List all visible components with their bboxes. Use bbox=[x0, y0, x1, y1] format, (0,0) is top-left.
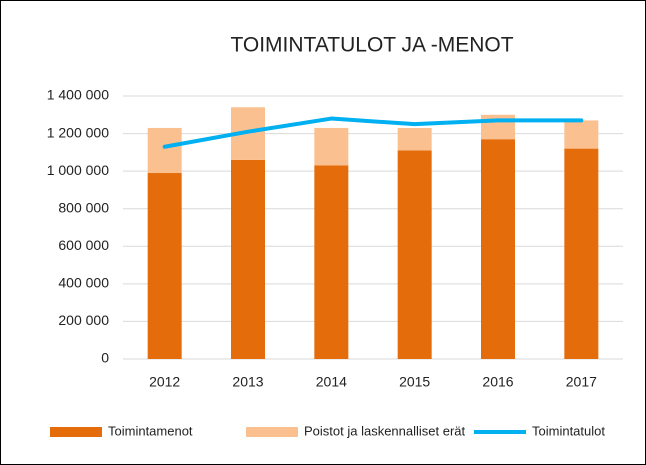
y-tick-label: 1 200 000 bbox=[47, 124, 109, 140]
line bbox=[162, 116, 584, 149]
x-tick-label: 2014 bbox=[316, 374, 347, 390]
bar bbox=[314, 127, 349, 166]
chart-title: TOIMINTATULOT JA -MENOT bbox=[230, 34, 513, 57]
y-tick-label: 1 000 000 bbox=[47, 162, 109, 178]
bar bbox=[314, 165, 349, 359]
x-tick-label: 2016 bbox=[482, 374, 513, 390]
legend-label: Toimintatulot bbox=[532, 423, 605, 438]
bar bbox=[397, 127, 432, 151]
legend-swatch bbox=[50, 427, 102, 437]
bar bbox=[564, 148, 599, 359]
bar bbox=[147, 127, 182, 174]
y-tick-label: 800 000 bbox=[58, 199, 109, 215]
bar bbox=[147, 173, 182, 359]
y-tick-label: 0 bbox=[101, 350, 109, 366]
bar bbox=[397, 150, 432, 359]
x-tick-label: 2012 bbox=[149, 374, 180, 390]
y-tick-label: 1 400 000 bbox=[47, 87, 109, 103]
y-tick-label: 400 000 bbox=[58, 275, 109, 291]
x-tick-label: 2015 bbox=[399, 374, 430, 390]
bar bbox=[564, 120, 599, 149]
bar bbox=[231, 159, 265, 359]
bar bbox=[481, 139, 515, 359]
x-tick-label: 2017 bbox=[566, 374, 597, 390]
legend-label: Toimintamenot bbox=[108, 423, 193, 438]
legend-swatch bbox=[246, 427, 298, 437]
y-tick-label: 200 000 bbox=[58, 312, 109, 328]
y-tick-label: 600 000 bbox=[58, 237, 109, 253]
x-tick-label: 2013 bbox=[232, 374, 263, 390]
legend-label: Poistot ja laskennalliset erät bbox=[304, 423, 466, 438]
